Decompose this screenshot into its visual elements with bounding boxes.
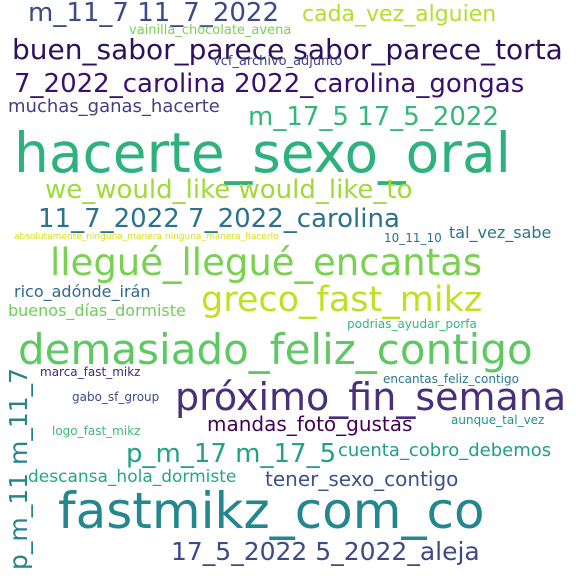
word: 11_7_2022 7_2022_carolina xyxy=(38,204,400,234)
word: llegué_llegué_encantas xyxy=(50,241,483,284)
word: tener_sexo_contigo xyxy=(265,467,459,491)
word: buenos_días_dormiste xyxy=(8,301,186,320)
word: mandas_foto_gustas xyxy=(207,412,413,436)
word: cada_vez_alguien xyxy=(302,2,497,27)
word: encantas_feliz_contigo xyxy=(383,372,519,386)
word: cuenta_cobro_debemos xyxy=(338,440,552,461)
word: 10_11_10 xyxy=(384,231,442,245)
word: podrias_ayudar_porfa xyxy=(347,317,477,331)
word: rico_adónde_irán xyxy=(14,282,151,301)
word: vcf_archivo_adjunto xyxy=(213,54,343,69)
word: muchas_ganas_hacerte xyxy=(8,96,220,117)
word: buen_sabor_parece sabor_parece_torta xyxy=(12,33,563,66)
word: descansa_hola_dormiste xyxy=(28,467,237,487)
word: tal_vez_sabe xyxy=(449,223,552,242)
word: hacerte_sexo_oral xyxy=(14,121,511,185)
word: próximo_fin_semana xyxy=(175,375,567,419)
word: m_17_5 17_5_2022 xyxy=(248,102,500,132)
word: 7_2022_carolina 2022_carolina_gongas xyxy=(14,69,525,99)
word: logo_fast_mikz xyxy=(52,424,141,438)
word: 17_5_2022 5_2022_aleja xyxy=(171,537,480,566)
word: marca_fast_mikz xyxy=(40,365,141,379)
word: absolutamente_ninguna_manera ninguna_man… xyxy=(14,232,279,242)
word: gabo_sf_group xyxy=(72,390,160,404)
word: greco_fast_mikz xyxy=(201,280,483,320)
word: fastmikz_com_co xyxy=(58,482,485,540)
word: m_11_7 11_7_2022 xyxy=(28,0,280,28)
word: we_would_like would_like_to xyxy=(45,175,413,205)
word: aunque_tal_vez xyxy=(451,413,545,427)
word: demasiado_feliz_contigo xyxy=(18,325,533,374)
word: vainilla_chocolate_avena xyxy=(129,23,292,38)
word: p_m_17 m_17_5 xyxy=(126,439,337,469)
